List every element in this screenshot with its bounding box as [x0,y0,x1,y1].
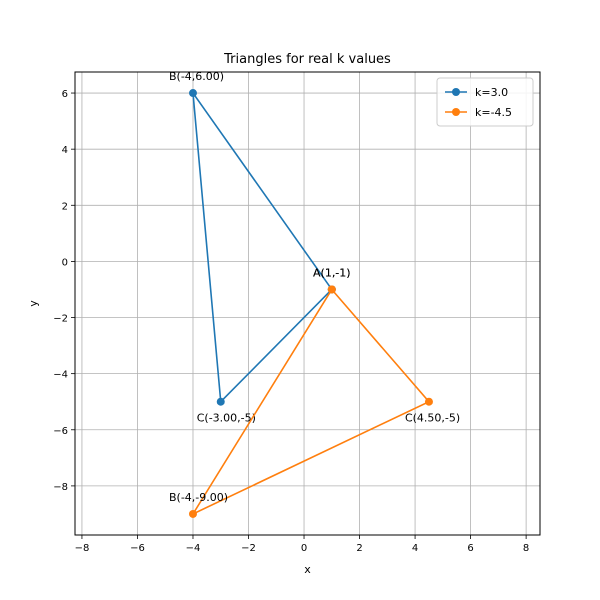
legend-label: k=3.0 [475,86,508,99]
legend-marker [452,88,460,96]
plot-frame [74,71,541,536]
x-tick-label: 2 [356,543,362,554]
chart-title: Triangles for real k values [223,52,391,67]
x-axis-label: x [304,563,311,576]
x-tick-label: −4 [186,543,201,554]
legend: k=3.0 k=-4.5 [436,77,534,127]
y-axis-label: y [27,300,40,307]
x-tick-label: −2 [241,543,256,554]
data-point [327,285,336,294]
y-tick-label: −2 [53,314,68,325]
x-tick-label: −8 [75,543,90,554]
data-point [216,397,225,406]
x-axis-ticks: −8 −6 −4 −2 0 2 4 6 8 [75,535,529,554]
series-line [190,288,431,516]
point-label: A(1,-1) [313,266,351,279]
point-label: B(-4,-9.00) [169,491,228,504]
data-point [188,509,197,518]
data-point [424,397,433,406]
x-tick-label: 4 [412,543,418,554]
point-label: B(-4,6.00) [169,70,224,83]
y-tick-label: −6 [53,426,68,437]
point-label: A(1,-1) [313,266,351,279]
series-line [191,90,333,404]
y-tick-label: 2 [62,201,68,212]
data-point [188,89,197,98]
x-tick-label: −6 [130,543,145,554]
y-tick-label: 4 [62,145,68,156]
y-tick-label: 0 [62,257,68,268]
series-group: A(1,-1)B(-4,6.00)C(-3.00,-5)A(1,-1)B(-4,… [169,70,460,518]
x-tick-label: 0 [301,543,307,554]
y-tick-label: 6 [62,89,68,100]
y-axis-ticks: −8 −6 −4 −2 0 2 4 6 [53,89,75,493]
x-tick-label: 8 [523,543,529,554]
legend-box [436,77,534,127]
legend-marker [452,108,460,116]
y-tick-label: −8 [53,482,68,493]
y-tick-label: −4 [53,370,68,381]
grid [75,72,540,535]
point-label: C(-3.00,-5) [197,412,256,425]
point-label: C(4.50,-5) [405,412,460,425]
x-tick-label: 6 [467,543,473,554]
legend-label: k=-4.5 [475,106,512,119]
